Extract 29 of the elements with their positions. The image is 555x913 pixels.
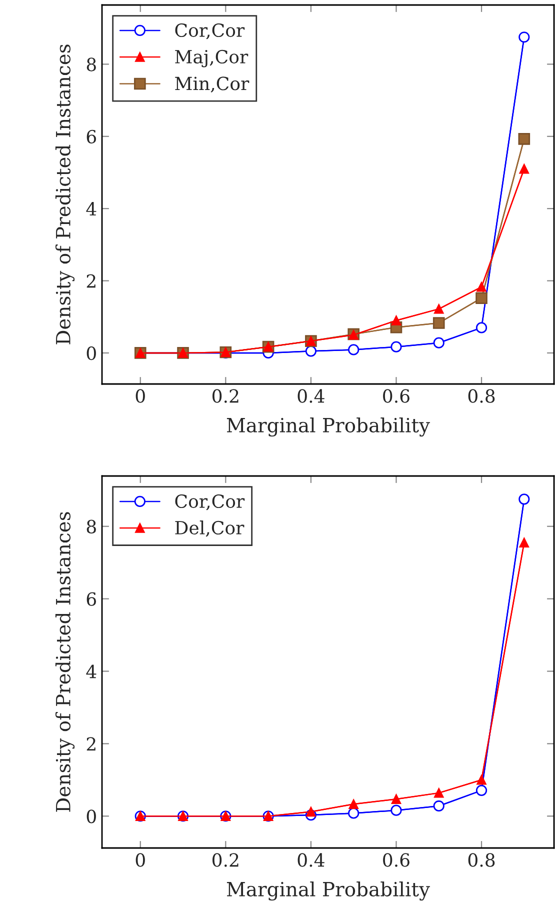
- x-tick-label: 0.8: [468, 853, 495, 867]
- x-tick-label: 0.2: [212, 389, 238, 403]
- y-tick-label: 2: [86, 274, 96, 288]
- legend-label: Min,Cor: [175, 76, 250, 92]
- x-tick-label: 0: [136, 853, 145, 867]
- x-axis-title: Marginal Probability: [226, 417, 430, 437]
- y-tick-label: 6: [86, 130, 96, 144]
- y-tick-label: 2: [86, 737, 96, 751]
- legend-label: Cor,Cor: [175, 494, 245, 510]
- y-tick-label: 0: [86, 810, 96, 824]
- y-tick-label: 0: [86, 346, 96, 360]
- x-tick-label: 0.2: [212, 853, 238, 867]
- y-tick-label: 8: [86, 58, 96, 72]
- y-tick-label: 4: [86, 664, 96, 678]
- y-tick-label: 6: [86, 592, 96, 606]
- x-tick-label: 0.8: [468, 389, 495, 403]
- x-tick-label: 0.4: [298, 389, 324, 403]
- x-tick-label: 0.6: [383, 853, 410, 867]
- x-tick-label: 0.4: [298, 853, 324, 867]
- y-tick-label: 4: [86, 202, 96, 216]
- legend-label: Cor,Cor: [175, 23, 245, 40]
- y-axis-title: Density of Predicted Instances: [55, 44, 75, 344]
- y-tick-label: 8: [86, 520, 96, 534]
- x-tick-label: 0.6: [383, 389, 410, 403]
- legend-label: Del,Cor: [175, 520, 244, 537]
- x-tick-label: 0: [136, 389, 145, 403]
- legend-label: Maj,Cor: [175, 50, 248, 68]
- y-axis-title: Density of Predicted Instances: [55, 512, 75, 812]
- x-axis-title: Marginal Probability: [226, 881, 430, 901]
